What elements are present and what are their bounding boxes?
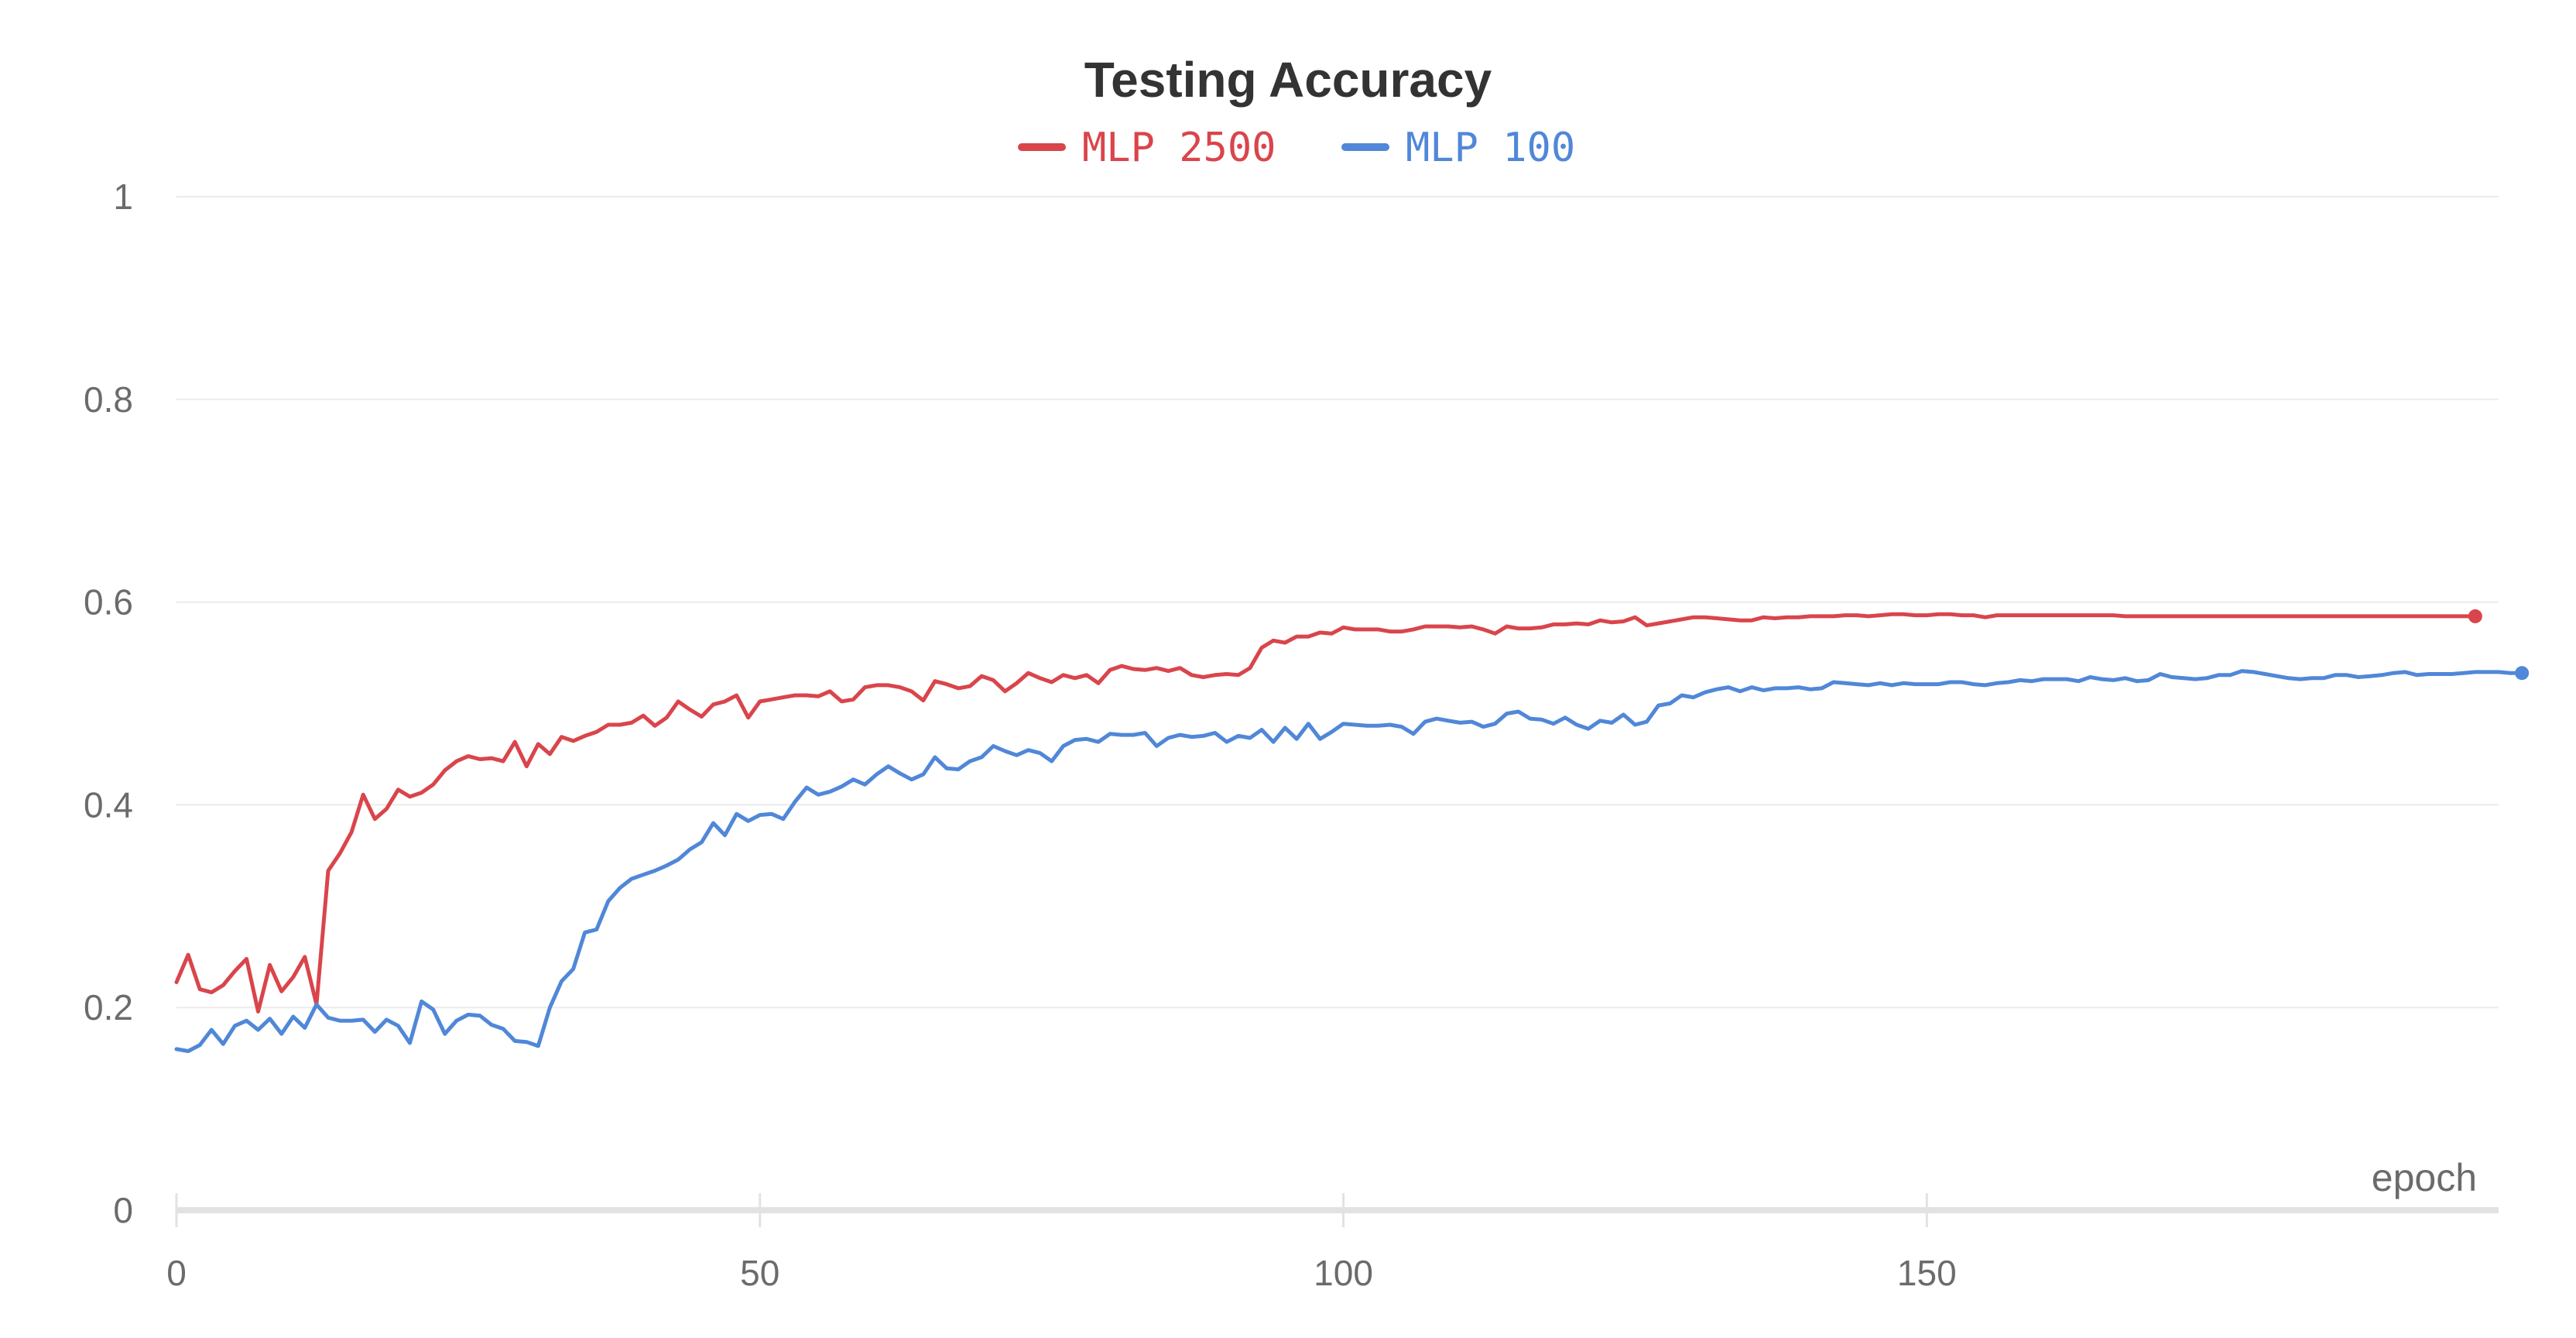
series-line-1 [174,669,2524,1053]
y-tick-label: 0.6 [84,582,133,623]
y-tick-label: 0.2 [84,987,133,1028]
y-tick-label: 0 [113,1190,133,1230]
grid [176,196,2499,1009]
x-axis-ticks: 0 50 100 150 [166,1193,1957,1293]
x-tick-label: 50 [740,1253,779,1293]
x-axis-label: epoch [2372,1156,2477,1199]
series-lines [174,609,2530,1053]
series-end-marker-1 [2515,666,2530,681]
legend: MLP 2500 MLP 100 [1018,125,1575,171]
series-line-0 [174,612,2478,1014]
x-tick-label: 100 [1314,1253,1373,1293]
y-tick-label: 0.8 [84,379,133,420]
y-tick-label: 0.4 [84,784,133,825]
series-end-marker-0 [2468,609,2482,623]
y-axis-ticks: 0 0.2 0.4 0.6 0.8 1 [84,177,133,1230]
y-tick-label: 1 [113,177,133,217]
x-tick-label: 0 [166,1253,187,1293]
x-tick-label: 150 [1897,1253,1957,1293]
legend-label: MLP 2500 [1082,125,1276,171]
legend-label: MLP 100 [1406,125,1575,171]
chart-title: Testing Accuracy [1084,52,1492,108]
